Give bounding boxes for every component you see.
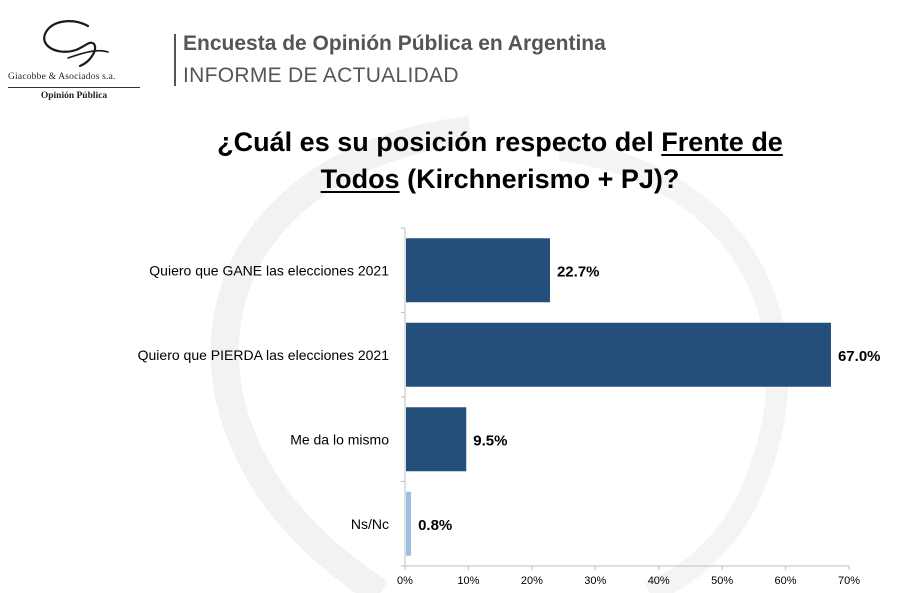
x-tick-label-6: 60%	[775, 575, 797, 587]
value-label-2: 9.5%	[473, 432, 507, 449]
value-label-1: 67.0%	[838, 348, 881, 365]
question-text-end: (Kirchnerismo + PJ)?	[399, 164, 680, 194]
x-tick-label-7: 70%	[838, 575, 860, 587]
category-label-0: Quiero que GANE las elecciones 2021	[149, 262, 389, 278]
bar-1	[406, 322, 831, 387]
report-subtitle: INFORME DE ACTUALIDAD	[183, 64, 459, 87]
x-tick-label-4: 40%	[648, 575, 670, 587]
company-logo: Giacobbe & Asociados s.a. Opinión Públic…	[8, 18, 148, 108]
question-underlined-1: Frente de	[661, 127, 783, 157]
category-label-1: Quiero que PIERDA las elecciones 2021	[138, 347, 390, 363]
logo-swirl-icon	[43, 20, 109, 68]
x-tick-label-5: 50%	[711, 575, 733, 587]
question-text-start: ¿Cuál es su posición respecto del	[217, 127, 662, 157]
x-tick-label-3: 30%	[584, 575, 606, 587]
header-divider	[174, 34, 176, 86]
logo-divider	[8, 87, 140, 88]
value-label-0: 22.7%	[557, 263, 600, 280]
logo-company-name: Giacobbe & Asociados s.a.	[8, 72, 116, 82]
logo-subtitle: Opinión Pública	[40, 91, 108, 101]
x-tick-label-1: 10%	[457, 575, 479, 587]
x-tick-label-0: 0%	[397, 575, 413, 587]
bar-0	[406, 238, 550, 303]
category-label-3: Ns/Nc	[351, 516, 389, 532]
chart-question: ¿Cuál es su posición respecto del Frente…	[120, 124, 880, 198]
x-tick-label-2: 20%	[521, 575, 543, 587]
question-underlined-2: Todos	[320, 164, 400, 194]
bar-2	[406, 407, 467, 472]
value-label-3: 0.8%	[418, 517, 452, 534]
bar-3	[406, 491, 412, 556]
report-title: Encuesta de Opinión Pública en Argentina	[183, 32, 606, 55]
category-label-2: Me da lo mismo	[290, 431, 389, 447]
